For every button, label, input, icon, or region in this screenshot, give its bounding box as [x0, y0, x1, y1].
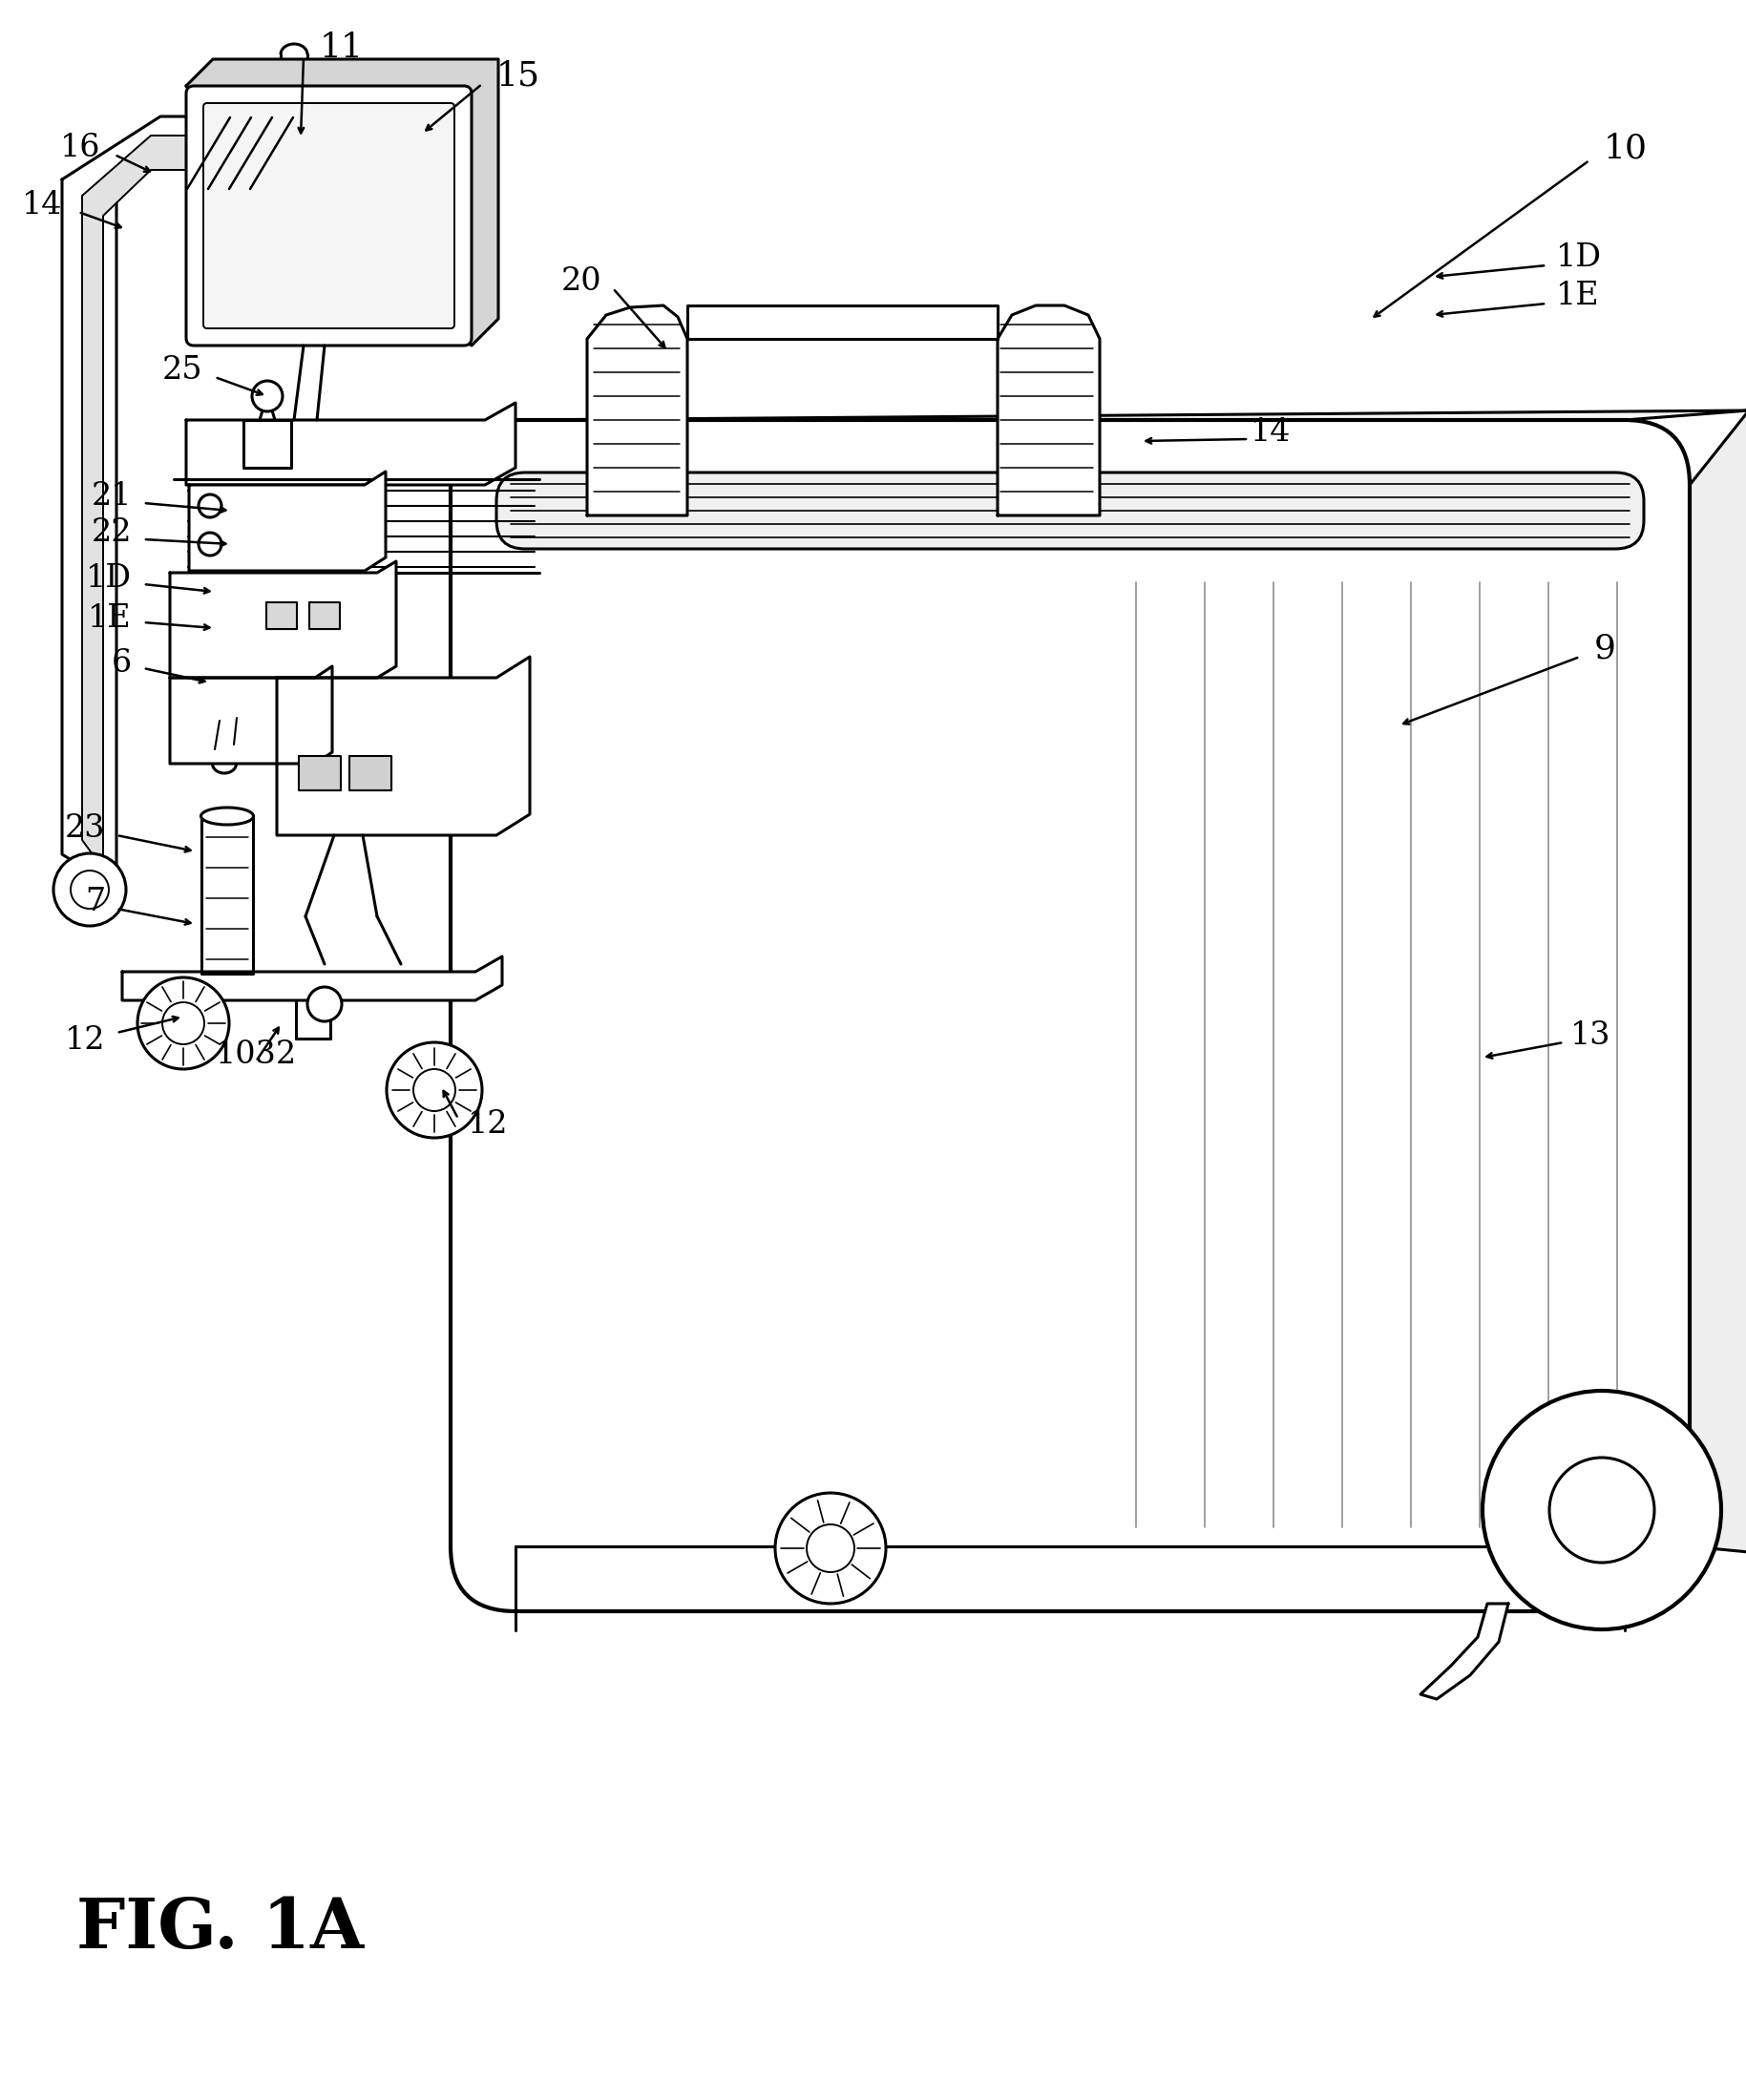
Text: 6: 6 — [112, 649, 131, 678]
FancyBboxPatch shape — [496, 472, 1643, 548]
Circle shape — [386, 1042, 482, 1138]
Text: 12: 12 — [468, 1109, 508, 1140]
Text: 14: 14 — [1250, 418, 1290, 447]
Circle shape — [1549, 1457, 1655, 1562]
Circle shape — [199, 494, 222, 517]
Ellipse shape — [201, 808, 253, 825]
Text: 1D: 1D — [1556, 242, 1601, 273]
Polygon shape — [587, 304, 688, 514]
Text: 14: 14 — [21, 189, 63, 220]
Polygon shape — [264, 151, 323, 237]
Polygon shape — [1690, 410, 1746, 1552]
Text: 9: 9 — [1594, 632, 1617, 666]
Polygon shape — [187, 403, 515, 485]
Ellipse shape — [264, 229, 323, 246]
Text: 16: 16 — [59, 132, 100, 164]
Polygon shape — [1421, 1604, 1509, 1699]
Text: 13: 13 — [1570, 1021, 1612, 1050]
Polygon shape — [515, 410, 1746, 420]
Ellipse shape — [264, 143, 323, 160]
Text: 15: 15 — [496, 61, 541, 92]
Ellipse shape — [201, 966, 253, 983]
Circle shape — [54, 853, 126, 926]
Polygon shape — [997, 304, 1100, 514]
Polygon shape — [243, 420, 292, 468]
Circle shape — [199, 533, 222, 556]
Polygon shape — [201, 817, 253, 974]
Polygon shape — [309, 603, 340, 630]
Text: 1E: 1E — [89, 603, 131, 634]
Text: 23: 23 — [65, 813, 105, 844]
Circle shape — [807, 1525, 854, 1573]
Circle shape — [307, 987, 342, 1021]
Text: 12: 12 — [65, 1025, 105, 1056]
Polygon shape — [63, 116, 293, 888]
Text: 22: 22 — [91, 517, 131, 548]
Text: 21: 21 — [91, 481, 131, 512]
Text: 1E: 1E — [1556, 281, 1599, 311]
Polygon shape — [169, 666, 332, 764]
Polygon shape — [189, 472, 386, 571]
Circle shape — [775, 1493, 885, 1604]
Circle shape — [138, 976, 229, 1069]
Text: 1D: 1D — [86, 563, 131, 594]
Text: 1032: 1032 — [215, 1040, 297, 1071]
Polygon shape — [169, 561, 396, 678]
Circle shape — [414, 1069, 456, 1111]
Circle shape — [251, 380, 283, 412]
Circle shape — [162, 1002, 204, 1044]
Text: FIG. 1A: FIG. 1A — [77, 1894, 363, 1961]
Circle shape — [1482, 1390, 1722, 1630]
Polygon shape — [187, 59, 498, 347]
Text: 10: 10 — [1605, 132, 1648, 164]
Text: 25: 25 — [162, 355, 203, 386]
Polygon shape — [267, 603, 297, 630]
Text: 20: 20 — [560, 267, 601, 296]
Polygon shape — [122, 956, 503, 1000]
Text: 11: 11 — [320, 32, 363, 63]
FancyBboxPatch shape — [187, 86, 471, 346]
FancyBboxPatch shape — [450, 420, 1690, 1611]
Polygon shape — [349, 756, 391, 790]
Polygon shape — [299, 756, 340, 790]
Text: 7: 7 — [86, 886, 105, 918]
Polygon shape — [82, 136, 281, 869]
Polygon shape — [688, 304, 997, 338]
Polygon shape — [278, 657, 529, 836]
Circle shape — [70, 872, 108, 909]
FancyBboxPatch shape — [203, 103, 454, 328]
